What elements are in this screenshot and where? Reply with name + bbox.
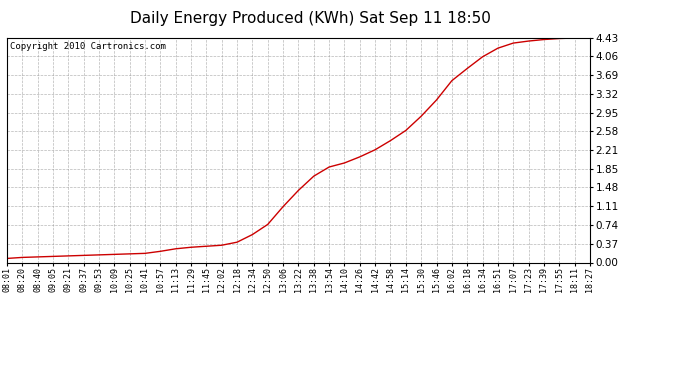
Text: Daily Energy Produced (KWh) Sat Sep 11 18:50: Daily Energy Produced (KWh) Sat Sep 11 1… <box>130 11 491 26</box>
Text: Copyright 2010 Cartronics.com: Copyright 2010 Cartronics.com <box>10 42 166 51</box>
